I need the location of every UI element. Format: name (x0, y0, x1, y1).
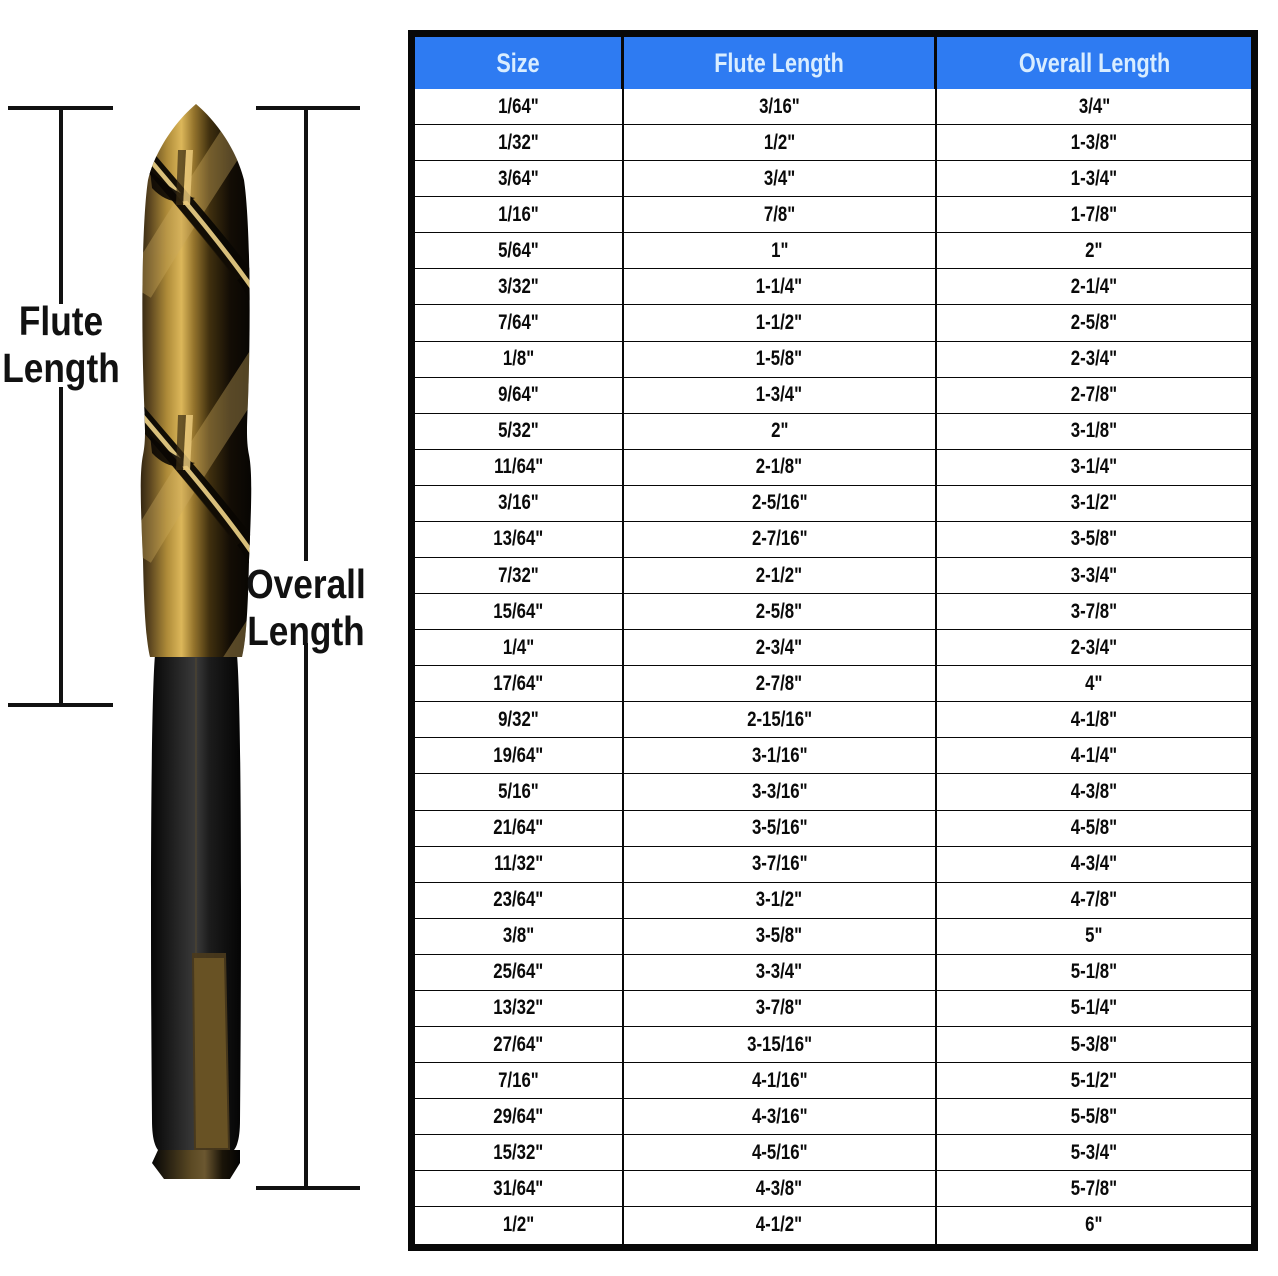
svg-text:Overall: Overall (246, 562, 366, 608)
svg-text:Length: Length (247, 609, 364, 655)
svg-text:Length: Length (2, 346, 119, 392)
svg-text:Flute: Flute (19, 299, 103, 345)
